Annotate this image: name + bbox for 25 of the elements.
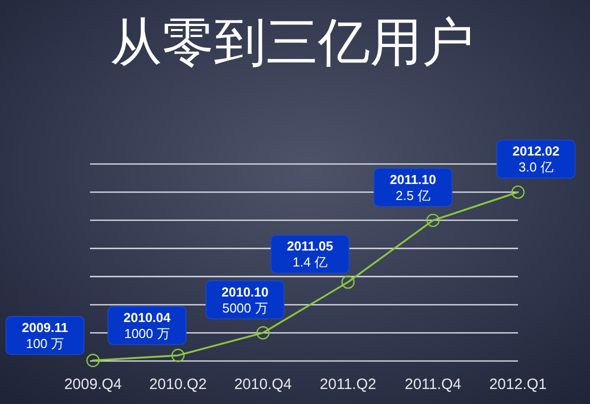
annotation: 1000 万 <box>124 326 170 341</box>
annotation: 1.4 亿 <box>292 254 328 270</box>
x-tick-label: 2009.Q4 <box>64 376 122 393</box>
annotation: 2012.02 <box>512 144 560 159</box>
annotation: 3.0 亿 <box>518 160 554 175</box>
annotation: 5000 万 <box>222 300 268 316</box>
annotation: 100 万 <box>26 336 64 351</box>
annotation: 2011.05 <box>286 238 334 254</box>
point <box>511 185 525 199</box>
point <box>171 348 185 362</box>
x-tick-label: 2011.Q4 <box>404 376 462 393</box>
annotation: 2011.10 <box>390 172 436 187</box>
x-tick-label: 2012.Q1 <box>489 376 547 393</box>
point <box>86 354 100 368</box>
point <box>341 275 355 289</box>
title: 从零到三亿用户 <box>110 13 474 73</box>
x-tick-label: 2010.Q2 <box>149 376 207 393</box>
point <box>256 326 270 340</box>
annotation: 2.5 亿 <box>396 188 430 203</box>
point <box>426 214 440 227</box>
annotation: 2010.04 <box>124 310 172 325</box>
annotation: 2010.10 <box>222 284 268 300</box>
x-tick-label: 2010.Q4 <box>234 376 292 393</box>
x-tick-label: 2011.Q2 <box>320 376 376 393</box>
annotation: 2009.11 <box>22 320 68 335</box>
